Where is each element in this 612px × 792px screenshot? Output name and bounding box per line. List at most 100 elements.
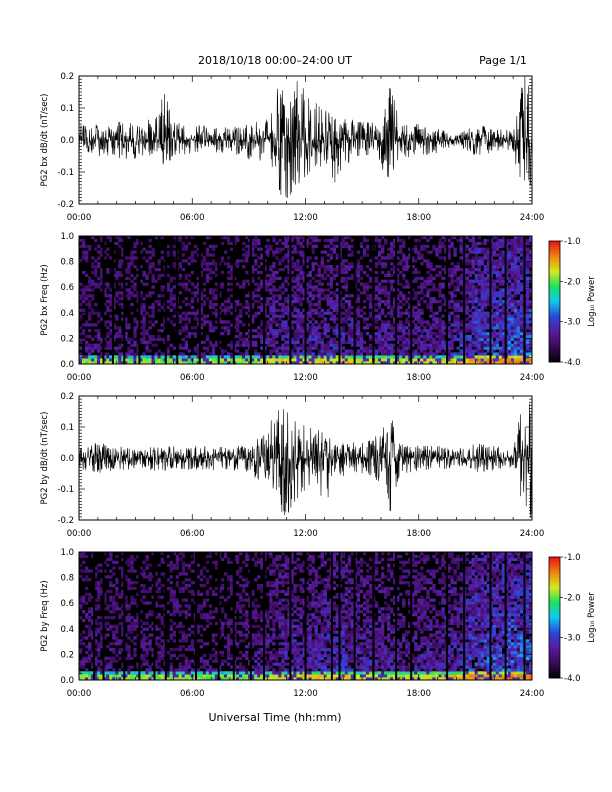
data-gap: [395, 552, 398, 680]
data-gap: [249, 552, 252, 680]
data-gap: [138, 236, 141, 364]
data-gap: [372, 552, 375, 680]
y-tick-label: 0.2: [60, 392, 74, 402]
data-gap: [164, 552, 167, 680]
data-gap: [353, 236, 356, 364]
x-tick-label: 00:00: [67, 689, 92, 699]
data-gap: [504, 552, 507, 680]
panel-by-spectrogram: 00:00 06:00 12:00 18:00 24:00 1.0 0.8 0.6 0.4 0.2…: [40, 548, 544, 699]
data-gap: [249, 236, 252, 364]
x-tick-label: 18:00: [407, 689, 432, 699]
data-gap: [217, 552, 220, 680]
y-tick-label: 0.8: [60, 258, 74, 268]
y-tick-label: 1.0: [60, 548, 74, 558]
colorbar-label: Log₁₀ Power: [587, 592, 597, 643]
x-tick-label: 18:00: [407, 213, 432, 223]
data-gap: [446, 236, 449, 364]
y-tick-label: 1.0: [60, 232, 74, 242]
colorbar-tick-label: -3.0: [564, 634, 581, 644]
y-tick-label: 0.0: [60, 136, 74, 146]
data-gap: [164, 236, 167, 364]
panel-bx-dbdt: 00:00 06:00 12:00 18:00 24:00 0.2 0.1 0.0 -0.1 -0…: [40, 72, 544, 223]
data-gap: [523, 236, 526, 364]
colorbar-tick-label: -1.0: [564, 237, 581, 247]
colorbar-tick-label: -1.0: [564, 553, 581, 563]
data-gap: [93, 552, 96, 680]
data-gap: [112, 236, 114, 364]
spectrogram-cells: [79, 552, 532, 680]
y-axis-label: PG2 by dB/dt (nT/sec): [40, 412, 50, 505]
y-tick-label: 0.4: [60, 625, 74, 635]
signal-trace: [79, 403, 532, 518]
data-gap: [232, 552, 235, 680]
data-gap: [232, 236, 235, 364]
y-axis-label: PG2 by Freq (Hz): [40, 580, 50, 651]
x-axis-label: Universal Time (hh:mm): [209, 711, 342, 724]
x-tick-label: 06:00: [180, 373, 205, 383]
y-axis-label: PG2 bx Freq (Hz): [40, 264, 50, 335]
data-gap: [504, 236, 507, 364]
data-gap: [523, 552, 526, 680]
signal-trace: [79, 76, 532, 198]
panel-by-dbdt: 00:00 06:00 12:00 18:00 24:00 0.2 0.1 0.0 -0.1 -0…: [40, 392, 544, 539]
y-tick-label: 0.2: [60, 650, 74, 660]
page-indicator: Page 1/1: [479, 54, 527, 67]
data-gap: [198, 236, 201, 364]
data-gap: [176, 236, 179, 364]
data-gap: [395, 236, 398, 364]
y-tick-label: 0.6: [60, 283, 74, 293]
x-tick-label: 06:00: [180, 689, 205, 699]
x-tick-label: 06:00: [180, 213, 205, 223]
data-gap: [289, 552, 292, 680]
x-tick-label: 24:00: [520, 689, 545, 699]
spectrogram-cells: [79, 236, 532, 364]
data-gap: [123, 552, 126, 680]
data-gap: [304, 236, 307, 364]
colorbar-label: Log₁₀ Power: [587, 276, 597, 327]
colorbar-tick-label: -2.0: [564, 593, 581, 603]
y-tick-label: -0.2: [57, 200, 74, 210]
data-gap: [102, 236, 105, 364]
data-gap: [353, 552, 356, 680]
data-gap: [410, 552, 413, 680]
data-gap: [304, 552, 307, 680]
x-tick-label: 00:00: [67, 213, 92, 223]
data-gap: [463, 236, 466, 364]
y-tick-label: -0.1: [57, 168, 74, 178]
colorbar-frame: [548, 556, 561, 679]
x-tick-label: 18:00: [407, 529, 432, 539]
data-gap: [217, 236, 220, 364]
y-tick-label: 0.0: [60, 360, 74, 370]
y-tick-label: 0.0: [60, 676, 74, 686]
data-gap: [372, 236, 375, 364]
colorbar-frame: [548, 240, 561, 363]
y-tick-label: 0.0: [60, 454, 74, 464]
data-gap: [338, 236, 341, 364]
data-gap: [138, 552, 141, 680]
x-tick-label: 00:00: [67, 529, 92, 539]
y-axis-label: PG2 bx dB/dt (nT/sec): [40, 94, 50, 187]
x-tick-label: 12:00: [293, 689, 318, 699]
panel-bx-spectrogram: 00:00 06:00 12:00 18:00 24:00 1.0 0.8 0.6 0.4 0.2…: [40, 232, 544, 383]
x-tick-label: 06:00: [180, 529, 205, 539]
colorbar-tick-label: -4.0: [564, 674, 581, 684]
data-gap: [263, 552, 265, 680]
x-tick-label: 24:00: [520, 373, 545, 383]
figure-title: 2018/10/18 00:00–24:00 UT: [198, 54, 352, 67]
y-tick-label: 0.1: [60, 104, 74, 114]
colorbar-tick-label: -2.0: [564, 277, 581, 287]
colorbar-bx: -1.0 -2.0 -3.0 -4.0 Log₁₀ Power: [548, 237, 597, 368]
data-gap: [410, 236, 413, 364]
y-tick-label: 0.1: [60, 423, 74, 433]
colorbar-by: -1.0 -2.0 -3.0 -4.0 Log₁₀ Power: [548, 553, 597, 684]
x-tick-label: 12:00: [293, 529, 318, 539]
data-gap: [102, 552, 105, 680]
data-gap: [195, 552, 197, 680]
data-gap: [463, 552, 466, 680]
y-tick-label: 0.6: [60, 599, 74, 609]
data-gap: [338, 552, 341, 680]
data-gap: [489, 236, 492, 364]
data-gap: [489, 552, 492, 680]
data-gap: [289, 236, 292, 364]
x-tick-label: 18:00: [407, 373, 432, 383]
